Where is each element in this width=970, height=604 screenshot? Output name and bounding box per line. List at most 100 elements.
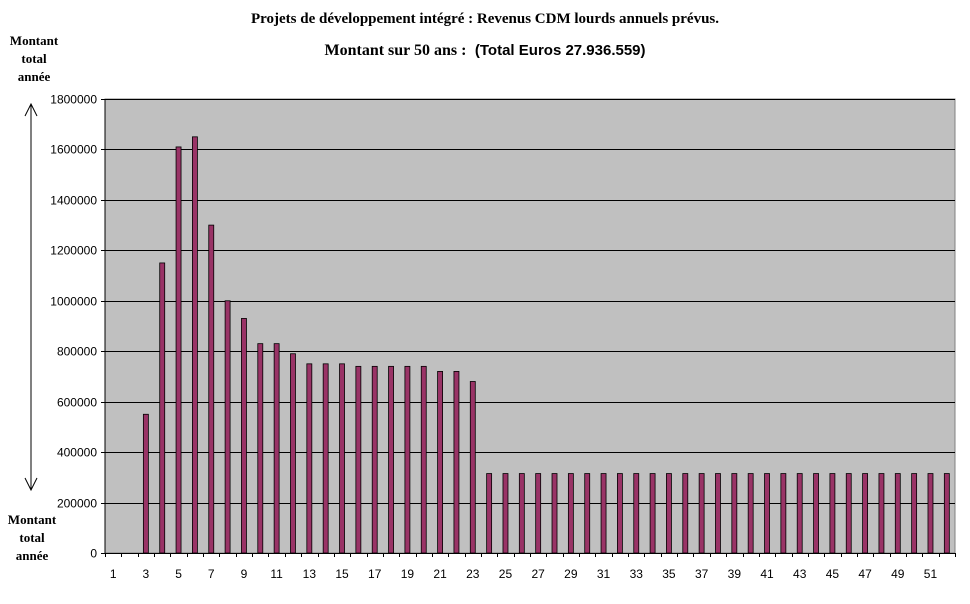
bar-year-13 [306,363,313,554]
x-tick-label: 9 [241,567,248,581]
bar-year-35 [666,473,672,554]
bar-year-48 [878,473,885,554]
x-tick-label: 21 [433,567,447,581]
bar-year-9 [241,318,247,554]
bar-year-28 [551,473,558,554]
bar-year-41 [764,473,770,554]
chart-title: Projets de développement intégré : Reven… [251,11,719,27]
bar-year-17 [371,365,378,554]
x-tick-label: 13 [303,567,317,581]
bar-year-22 [453,370,460,554]
bar-year-49 [894,473,901,554]
x-tick-label: 45 [826,567,840,581]
bar-year-37 [698,473,705,554]
y-label-bottom-line-1: Montant [8,512,57,527]
x-tick-label: 11 [270,567,283,581]
bar-year-21 [437,370,443,554]
x-tick-label: 49 [891,567,905,581]
bar-year-44 [813,473,819,554]
bar-year-7 [208,224,215,554]
x-tick-label: 1 [110,567,117,581]
bar-year-5 [175,146,182,554]
x-tick-label: 15 [335,567,349,581]
bar-year-39 [731,473,738,554]
x-tick-label: 7 [208,567,215,581]
bar-year-26 [518,473,525,554]
x-tick-label: 47 [858,567,872,581]
y-label-top-line-2: total [21,51,47,66]
bar-year-18 [388,365,394,554]
bar-year-46 [845,473,852,554]
x-tick-label: 29 [564,567,578,581]
y-label-bottom-line-3: année [16,548,49,563]
bar-year-14 [322,363,329,554]
bar-year-38 [715,473,721,554]
bar-year-47 [862,473,868,554]
x-tick-label: 37 [695,567,709,581]
x-tick-label: 51 [924,567,938,581]
bar-year-16 [355,365,362,554]
y-tick-label: 200000 [57,497,97,511]
bar-year-45 [829,473,836,554]
x-tick-label: 31 [597,567,611,581]
bar-year-3 [142,413,149,554]
bar-year-15 [339,363,345,554]
x-tick-label: 5 [175,567,182,581]
y-tick-label: 600000 [57,396,97,410]
bar-year-24 [486,473,493,554]
bar-year-12 [290,353,296,554]
x-tick-label: 43 [793,567,807,581]
bar-year-50 [911,473,918,554]
y-tick-label: 1400000 [50,194,97,208]
x-tick-label: 23 [466,567,480,581]
bar-year-25 [502,473,509,554]
y-label-top-line-1: Montant [10,33,59,48]
bar-year-27 [535,473,542,554]
double-arrow-icon [24,102,38,492]
bar-year-52 [943,473,950,554]
y-tick-label: 1800000 [50,93,97,107]
bar-year-30 [584,473,591,554]
bar-year-34 [649,473,656,554]
x-tick-label: 19 [401,567,415,581]
x-tick-label: 35 [662,567,676,581]
bar-year-36 [682,473,689,554]
x-tick-label: 27 [531,567,545,581]
plot-layer: 0 200000 400000 600000 800000 1000000 1200000 1… [50,93,956,581]
bar-year-42 [780,473,787,554]
bar-year-29 [567,473,574,554]
x-tick-label: 17 [368,567,382,581]
bar-year-19 [404,365,411,554]
chart-subtitle: Montant sur 50 ans : (Total Euros 27.936… [324,42,645,59]
subtitle-total-part: (Total Euros 27.936.559) [475,42,646,59]
x-tick-label: 39 [728,567,742,581]
bar-year-43 [796,473,803,554]
bar-year-6 [192,136,198,554]
y-tick-label: 800000 [57,345,97,359]
x-tick-label: 41 [760,567,774,581]
bar-year-33 [633,473,640,554]
y-tick-label: 400000 [57,446,97,460]
subtitle-serif-part: Montant sur 50 ans : [324,42,466,59]
y-tick-label: 1200000 [50,244,97,258]
plot-area [104,98,956,554]
y-tick-label: 1000000 [50,295,97,309]
y-tick-label: 1600000 [50,143,97,157]
bar-year-32 [617,473,623,554]
bar-year-20 [420,365,427,554]
bar-year-10 [257,343,264,554]
bar-year-31 [600,473,607,554]
x-tick-label: 3 [143,567,150,581]
x-tick-label: 25 [499,567,513,581]
x-tick-label: 33 [630,567,644,581]
bar-year-11 [273,343,280,554]
bar-year-4 [159,262,166,554]
bar-year-51 [927,473,934,554]
bar-year-8 [224,300,231,554]
bar-year-40 [747,473,754,554]
y-tick-label: 0 [90,547,97,561]
bar-year-23 [469,381,476,554]
y-label-top-line-3: année [18,69,51,84]
y-label-bottom-line-2: total [19,530,45,545]
